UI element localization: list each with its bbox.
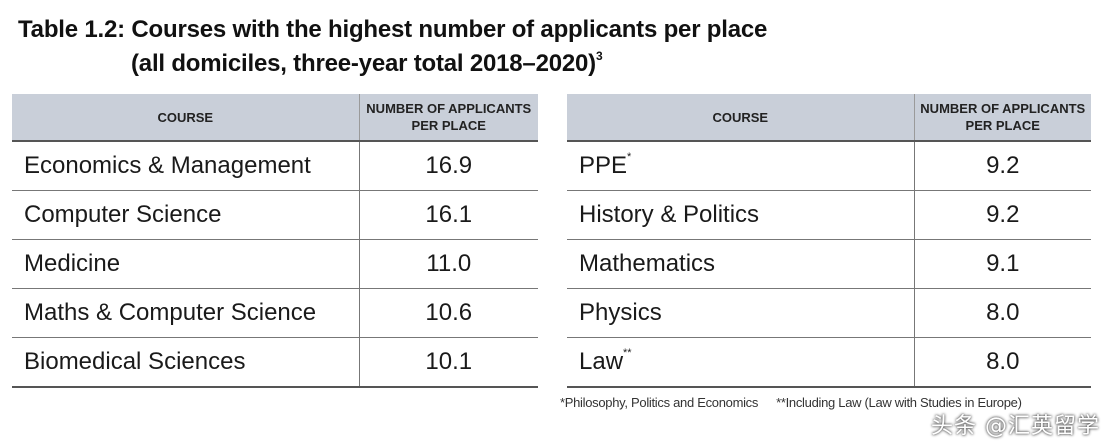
applicants-value: 9.2	[914, 190, 1091, 240]
applicants-column-header: NUMBER OF APPLICANTS PER PLACE	[914, 94, 1091, 142]
course-name-text: Economics & Management	[24, 152, 311, 179]
applicants-value: 9.2	[914, 141, 1091, 191]
applicants-value: 8.0	[914, 288, 1091, 338]
applicants-value: 10.6	[359, 288, 538, 338]
header-row: COURSE NUMBER OF APPLICANTS PER PLACE	[567, 94, 1091, 142]
applicants-value: 8.0	[914, 337, 1091, 388]
title-footnote-ref: 3	[595, 49, 603, 63]
footnotes: *Philosophy, Politics and Economics **Inc…	[560, 395, 1040, 410]
course-name-text: Physics	[579, 299, 662, 326]
course-name: Law**	[567, 337, 915, 388]
footnote-mark: **	[623, 347, 632, 359]
applicants-value: 16.9	[359, 141, 538, 191]
table-row: Medicine 11.0	[12, 239, 538, 289]
course-name-text: Computer Science	[24, 201, 222, 228]
title-line-2-text: (all domiciles, three-year total 2018–20…	[131, 50, 596, 77]
title-line-2: (all domiciles, three-year total 2018–20…	[131, 49, 767, 78]
applicants-column-header: NUMBER OF APPLICANTS PER PLACE	[359, 94, 538, 142]
table-row: PPE* 9.2	[567, 141, 1091, 191]
course-name-text: Mathematics	[579, 250, 716, 277]
table-row: Law** 8.0	[567, 337, 1091, 388]
course-name-text: Medicine	[24, 250, 121, 277]
applicants-header-line-2: PER PLACE	[411, 118, 486, 133]
course-name: History & Politics	[567, 190, 915, 240]
table-row: Computer Science 16.1	[12, 190, 538, 240]
table-row: Economics & Management 16.9	[12, 141, 538, 191]
course-name-text: Law	[579, 348, 624, 375]
table-row: Mathematics 9.1	[567, 239, 1091, 289]
applicants-value: 11.0	[359, 239, 538, 289]
applicants-header-line-1: NUMBER OF APPLICANTS	[920, 101, 1086, 116]
footnote-law: **Including Law (Law with Studies in Eur…	[776, 395, 1022, 410]
header-row: COURSE NUMBER OF APPLICANTS PER PLACE	[12, 94, 538, 142]
table-row: History & Politics 9.2	[567, 190, 1091, 240]
course-name-text: History & Politics	[579, 201, 760, 228]
course-name: PPE*	[567, 141, 915, 191]
course-name: Computer Science	[12, 190, 360, 240]
applicants-value: 10.1	[359, 337, 538, 388]
course-name: Economics & Management	[12, 141, 360, 191]
table-row: Biomedical Sciences 10.1	[12, 337, 538, 388]
title-line-1: Table 1.2: Courses with the highest numb…	[18, 16, 768, 43]
course-name: Maths & Computer Science	[12, 288, 360, 338]
table-title: Table 1.2: Courses with the highest numb…	[18, 16, 767, 78]
course-name: Medicine	[12, 239, 360, 289]
applicants-header-line-1: NUMBER OF APPLICANTS	[366, 101, 532, 116]
table-row: Physics 8.0	[567, 288, 1091, 338]
course-name: Physics	[567, 288, 915, 338]
courses-table-right: COURSE NUMBER OF APPLICANTS PER PLACE PPE…	[567, 94, 1091, 388]
course-column-header: COURSE	[12, 94, 360, 142]
course-name-text: Biomedical Sciences	[24, 348, 246, 375]
applicants-header-line-2: PER PLACE	[965, 118, 1040, 133]
table-row: Maths & Computer Science 10.6	[12, 288, 538, 338]
course-name-text: Maths & Computer Science	[24, 299, 317, 326]
footnote-ppe: *Philosophy, Politics and Economics	[560, 395, 759, 410]
course-column-header: COURSE	[567, 94, 915, 142]
footnote-mark: *	[627, 151, 632, 163]
applicants-value: 16.1	[359, 190, 538, 240]
course-name: Mathematics	[567, 239, 915, 289]
course-name: Biomedical Sciences	[12, 337, 360, 388]
course-name-text: PPE	[579, 152, 628, 179]
applicants-value: 9.1	[914, 239, 1091, 289]
courses-table-left: COURSE NUMBER OF APPLICANTS PER PLACE Eco…	[12, 94, 538, 388]
watermark: 头条 @汇英留学	[931, 414, 1100, 439]
